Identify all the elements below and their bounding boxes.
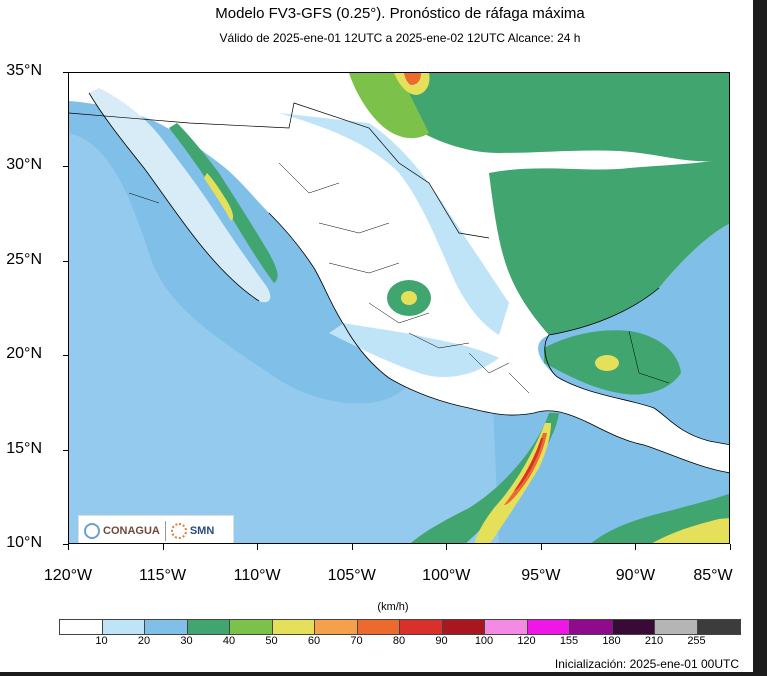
us-mexico-border <box>69 102 490 239</box>
us-orange-patch <box>404 73 421 85</box>
light-ocean-region <box>69 133 499 543</box>
colorbar-label: 255 <box>687 635 706 647</box>
latitude-label: 15°N <box>6 439 42 457</box>
latitude-tick <box>63 166 68 168</box>
latitude-label: 30°N <box>6 156 42 174</box>
colorbar-label: 180 <box>602 635 621 647</box>
logo-divider <box>164 520 166 541</box>
tehuantepec-orange <box>504 433 547 505</box>
longitude-label: 105°W <box>327 567 376 584</box>
colorbar-label: 50 <box>265 635 278 647</box>
agency-logos: CONAGUA SMN <box>78 515 234 543</box>
gulf-green-region <box>489 158 729 335</box>
colorbar-swatch <box>272 620 315 634</box>
smn-logo-icon <box>170 522 187 539</box>
colorbar-swatch <box>102 620 145 634</box>
colorbar-label: 90 <box>435 635 448 647</box>
yucatan-yellow <box>595 355 619 371</box>
colorbar-swatch <box>442 620 485 634</box>
map-subtitle: Válido de 2025-ene-01 12UTC a 2025-ene-0… <box>219 31 581 45</box>
colorbar-swatch <box>570 620 613 634</box>
tehuantepec-red <box>514 438 543 491</box>
conagua-logo-text: CONAGUA <box>103 524 160 537</box>
us-light-green <box>349 73 429 139</box>
colorbar-label: 210 <box>644 635 664 647</box>
colorbar-swatch <box>655 620 698 634</box>
colorbar-label: 70 <box>350 635 363 647</box>
map-title: Modelo FV3-GFS (0.25°). Pronóstico de rá… <box>215 5 585 22</box>
colorbar-swatch <box>230 620 273 634</box>
longitude-label: 90°W <box>615 567 656 584</box>
colorbar-swatch <box>612 620 655 634</box>
land-baja-california <box>89 88 271 303</box>
latitude-label: 20°N <box>6 345 42 363</box>
longitude-label: 115°W <box>139 567 187 584</box>
longitude-tick <box>351 544 353 550</box>
land-light-blue-2 <box>329 323 499 378</box>
colorbar-label: 10 <box>95 635 108 647</box>
colorbar-label: 20 <box>137 635 151 647</box>
latitude-label: 35°N <box>6 62 42 79</box>
colorbar-swatch <box>400 620 443 634</box>
latitude-tick <box>63 260 68 262</box>
coastline-pacific <box>88 92 729 474</box>
colorbar <box>59 619 741 635</box>
latitude-label: 25°N <box>6 250 42 268</box>
longitude-tick <box>446 544 448 550</box>
latitude-tick <box>63 355 68 357</box>
initialization-label: Inicialización: 2025-ene-01 00UTC <box>554 657 739 671</box>
smn-logo-text: SMN <box>189 524 215 537</box>
tehuantepec-yellow <box>474 423 551 543</box>
coastline <box>544 287 729 446</box>
longitude-label: 95°W <box>521 567 561 584</box>
colorbar-swatch <box>187 620 230 634</box>
colorbar-label: 155 <box>559 635 579 647</box>
colorbar-swatch <box>485 620 528 634</box>
us-green-region <box>369 73 729 162</box>
longitude-tick <box>162 544 164 550</box>
latitude-tick <box>63 544 68 545</box>
pacific-se-yellow <box>652 518 729 543</box>
window-edge-bottom <box>0 672 767 676</box>
colorbar-units: (km/h) <box>377 601 409 613</box>
colorbar-label: 40 <box>222 635 236 647</box>
latitude-label: 10°N <box>6 534 42 551</box>
longitude-label: 100°W <box>422 567 471 584</box>
colorbar-swatch <box>527 620 570 634</box>
central-mexico-yellow <box>401 291 417 305</box>
longitude-label: 110°W <box>233 567 281 584</box>
gulf-california-yellow <box>204 173 234 221</box>
conagua-logo-icon <box>84 522 100 539</box>
colorbar-swatch <box>145 620 188 634</box>
window-edge <box>753 0 767 676</box>
latitude-tick <box>63 72 68 73</box>
colorbar-swatch <box>697 620 740 634</box>
longitude-label: 120°W <box>43 567 93 584</box>
longitude-tick <box>540 544 542 550</box>
state-borders <box>128 162 670 394</box>
longitude-label: 85°W <box>693 567 733 584</box>
colorbar-label: 60 <box>307 635 321 647</box>
colorbar-label: 120 <box>517 635 536 647</box>
colorbar-label: 100 <box>474 635 494 647</box>
longitude-tick <box>635 544 637 550</box>
map-panel: CONAGUA SMN <box>68 72 730 544</box>
colorbar-swatch <box>60 620 103 634</box>
colorbar-label: 80 <box>392 635 406 647</box>
forecast-map <box>69 73 729 543</box>
longitude-tick <box>257 544 259 550</box>
latitude-tick <box>63 449 68 451</box>
longitude-tick <box>68 544 69 550</box>
colorbar-label: 30 <box>180 635 193 647</box>
longitude-tick <box>730 544 731 550</box>
colorbar-swatch <box>315 620 358 634</box>
colorbar-swatch <box>357 620 400 634</box>
